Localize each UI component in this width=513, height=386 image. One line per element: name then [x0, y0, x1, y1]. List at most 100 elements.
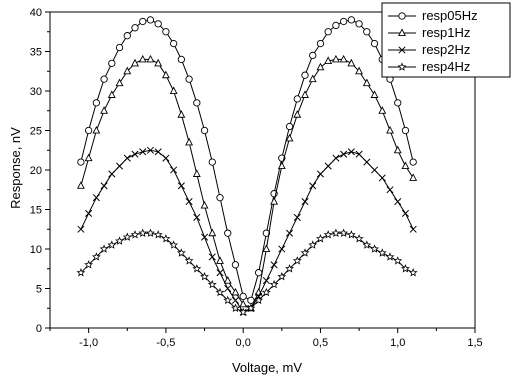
x-tick-label: 0,5	[313, 337, 328, 349]
data-point-resp05Hz	[115, 43, 124, 52]
data-point-resp4Hz	[122, 232, 132, 241]
data-point-resp4Hz	[192, 264, 202, 273]
data-point-resp4Hz	[323, 230, 333, 239]
labels-layer: Voltage, mV Response, nV	[8, 127, 302, 375]
data-point-resp05Hz	[239, 292, 247, 301]
data-point-resp1Hz	[123, 66, 132, 75]
y-tick-label: 5	[36, 284, 42, 296]
legend-label: resp05Hz	[422, 8, 478, 23]
data-point-resp1Hz	[262, 244, 271, 253]
data-point-resp1Hz	[293, 110, 302, 118]
legend-item-resp4Hz: resp4Hz	[388, 59, 470, 74]
data-point-resp2Hz	[85, 209, 93, 218]
y-tick-label: 25	[30, 126, 42, 138]
data-point-resp1Hz	[154, 58, 163, 67]
x-tick-label: 1,0	[390, 337, 405, 349]
data-point-resp2Hz	[139, 148, 147, 156]
legend-marker	[398, 12, 406, 20]
data-point-resp05Hz	[262, 229, 271, 237]
data-point-resp2Hz	[115, 162, 124, 170]
data-point-resp05Hz	[208, 158, 216, 166]
data-point-resp1Hz	[355, 66, 364, 75]
data-point-resp2Hz	[216, 269, 224, 277]
data-point-resp1Hz	[401, 161, 410, 170]
data-point-resp4Hz	[115, 236, 124, 245]
data-point-resp05Hz	[216, 193, 224, 202]
legend-label: resp1Hz	[422, 25, 470, 40]
data-point-resp1Hz	[285, 133, 294, 142]
data-point-resp05Hz	[146, 16, 155, 24]
data-point-resp4Hz	[401, 264, 410, 273]
data-point-resp2Hz	[363, 158, 371, 166]
data-point-resp05Hz	[169, 39, 178, 48]
legend-item-resp05Hz: resp05Hz	[388, 8, 478, 23]
data-point-resp4Hz	[339, 228, 349, 237]
data-point-resp1Hz	[216, 256, 224, 264]
series-resp1Hz	[76, 54, 418, 312]
data-point-resp1Hz	[84, 153, 93, 162]
data-point-resp4Hz	[146, 228, 155, 237]
data-point-resp2Hz	[278, 245, 286, 253]
data-point-resp05Hz	[224, 229, 232, 237]
data-point-resp05Hz	[355, 20, 363, 28]
legend-marker	[398, 28, 406, 37]
data-point-resp05Hz	[185, 75, 193, 83]
data-point-resp05Hz	[247, 296, 255, 304]
series-resp2Hz	[77, 146, 417, 316]
series-resp05Hz	[77, 16, 417, 304]
data-point-resp05Hz	[363, 28, 371, 36]
data-point-resp2Hz	[378, 174, 386, 182]
data-point-resp2Hz	[208, 253, 216, 261]
data-point-resp4Hz	[408, 268, 418, 277]
data-point-resp2Hz	[154, 148, 162, 156]
data-point-resp4Hz	[176, 248, 186, 257]
data-point-resp1Hz	[301, 90, 309, 98]
data-point-resp05Hz	[285, 122, 294, 131]
data-point-resp1Hz	[131, 58, 139, 67]
data-point-resp4Hz	[285, 264, 294, 273]
data-point-resp1Hz	[370, 90, 379, 98]
data-point-resp4Hz	[254, 295, 264, 305]
data-point-resp1Hz	[270, 197, 279, 205]
legend-marker	[397, 62, 407, 71]
series-line-resp4Hz	[80, 232, 414, 313]
data-point-resp1Hz	[308, 74, 317, 83]
legend-item-resp2Hz: resp2Hz	[388, 42, 470, 57]
y-tick-label: 30	[30, 86, 42, 98]
legend-item-resp1Hz: resp1Hz	[388, 25, 470, 40]
y-tick-label: 35	[30, 47, 42, 59]
data-point-resp4Hz	[153, 230, 163, 239]
data-point-resp2Hz	[123, 154, 131, 162]
data-point-resp2Hz	[108, 170, 116, 178]
data-point-resp2Hz	[231, 296, 240, 304]
data-point-resp2Hz	[301, 198, 309, 206]
data-point-resp4Hz	[346, 230, 356, 239]
data-point-resp1Hz	[192, 169, 201, 177]
data-point-resp1Hz	[100, 106, 109, 114]
data-point-resp2Hz	[401, 209, 410, 218]
x-tick-label: 0,0	[236, 337, 251, 349]
data-point-resp05Hz	[162, 28, 170, 36]
data-point-resp05Hz	[108, 59, 116, 67]
data-point-resp05Hz	[77, 158, 85, 166]
data-point-resp05Hz	[293, 95, 301, 103]
y-tick-label: 15	[30, 205, 42, 217]
data-point-resp05Hz	[301, 71, 309, 79]
data-point-resp05Hz	[123, 32, 131, 40]
legend: resp05Hz resp1Hz resp2Hz resp4Hz	[381, 2, 511, 78]
data-point-resp1Hz	[239, 299, 248, 308]
data-point-resp2Hz	[324, 162, 332, 170]
data-point-resp2Hz	[92, 194, 100, 202]
data-point-resp05Hz	[177, 55, 186, 64]
data-point-resp1Hz	[316, 62, 325, 71]
data-point-resp4Hz	[362, 240, 372, 249]
data-point-resp4Hz	[84, 260, 94, 269]
data-point-resp05Hz	[332, 21, 340, 30]
x-tick-label: 1,5	[467, 337, 482, 349]
data-point-resp2Hz	[224, 284, 232, 293]
data-point-resp2Hz	[200, 233, 209, 241]
data-point-resp1Hz	[324, 56, 333, 64]
y-tick-label: 20	[30, 165, 42, 177]
data-point-resp05Hz	[92, 99, 101, 107]
data-point-resp1Hz	[200, 200, 209, 209]
